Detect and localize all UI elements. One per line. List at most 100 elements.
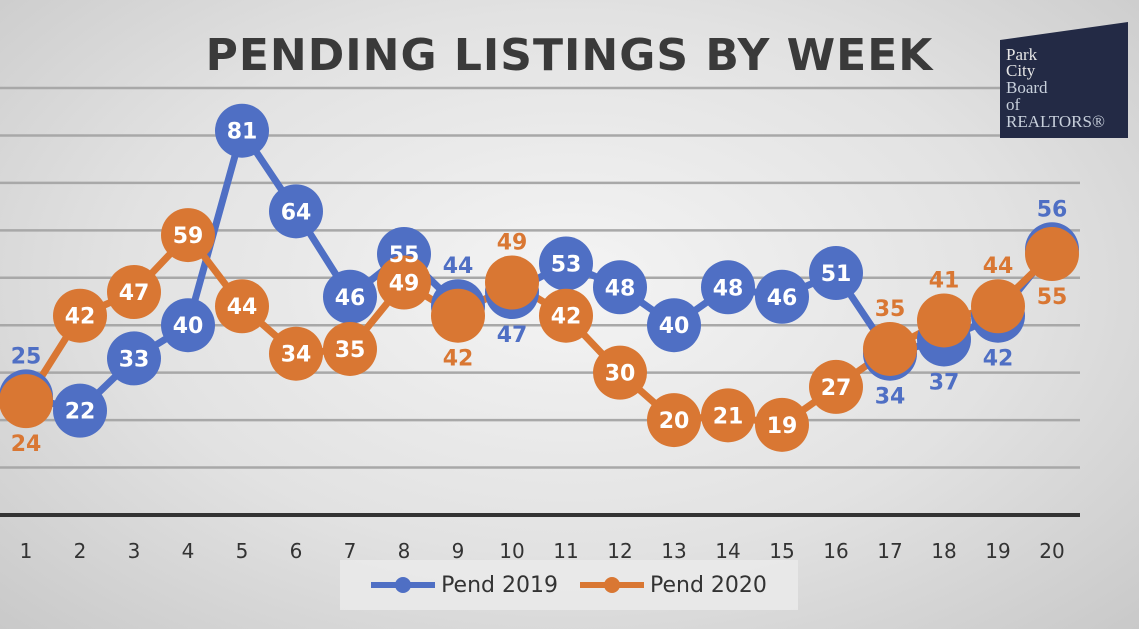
chart-title: PENDING LISTINGS BY WEEK [205, 30, 934, 81]
svg-text:REALTORS®: REALTORS® [1006, 112, 1105, 131]
legend: Pend 2019 Pend 2020 [340, 560, 798, 610]
data-point [0, 374, 53, 429]
x-tick-label: 13 [661, 539, 686, 563]
data-label: 22 [65, 400, 96, 425]
x-tick-label: 16 [823, 539, 848, 563]
data-point [755, 397, 809, 452]
legend-marker-2019 [371, 577, 436, 593]
x-tick-label: 20 [1039, 539, 1064, 563]
x-tick-label: 9 [452, 539, 465, 563]
data-label: 44 [443, 254, 474, 279]
data-point [323, 321, 377, 376]
data-label: 27 [821, 376, 852, 401]
x-tick-label: 2 [74, 539, 87, 563]
data-label: 56 [1037, 197, 1068, 222]
data-label: 21 [713, 404, 744, 429]
svg-text:Board: Board [1006, 78, 1048, 97]
data-label: 40 [173, 314, 204, 339]
x-tick-label: 4 [182, 539, 195, 563]
x-tick-label: 18 [931, 539, 956, 563]
data-point [485, 255, 539, 310]
data-label: 51 [821, 262, 852, 287]
data-label: 37 [929, 370, 960, 395]
data-point [161, 298, 215, 353]
x-tick-label: 12 [607, 539, 632, 563]
legend-label-2019: Pend 2019 [441, 572, 558, 598]
x-tick-label: 6 [290, 539, 303, 563]
data-label: 49 [389, 272, 420, 297]
data-point [323, 269, 377, 324]
data-point [971, 279, 1025, 334]
svg-text:City: City [1006, 61, 1036, 80]
data-point [377, 255, 431, 310]
data-label: 49 [497, 231, 528, 256]
data-point [593, 260, 647, 315]
data-point [107, 265, 161, 320]
x-tick-label: 10 [499, 539, 524, 563]
data-point [647, 298, 701, 353]
data-label: 33 [119, 347, 150, 372]
data-label: 47 [119, 281, 150, 306]
data-point [701, 388, 755, 443]
legend-marker-2020 [580, 577, 644, 593]
data-label: 59 [173, 224, 204, 249]
data-label: 42 [551, 305, 582, 330]
data-point [1025, 227, 1079, 282]
data-label: 46 [767, 286, 798, 311]
data-point [647, 393, 701, 448]
data-label: 64 [281, 200, 312, 225]
data-label: 35 [335, 338, 366, 363]
data-point [215, 103, 269, 158]
data-point [539, 236, 593, 291]
data-label: 20 [659, 409, 690, 434]
data-label: 46 [335, 286, 366, 311]
data-label: 19 [767, 414, 798, 439]
data-point [809, 359, 863, 414]
park-city-board-of-realtors-logo: Park City Board of REALTORS® [1000, 22, 1128, 138]
legend-item-2020: Pend 2020 [580, 573, 767, 598]
data-point [863, 321, 917, 376]
x-tick-label: 15 [769, 539, 794, 563]
x-tick-label: 8 [398, 539, 411, 563]
data-point [701, 260, 755, 315]
data-point [593, 345, 647, 400]
data-label: 42 [983, 347, 1014, 372]
data-label: 55 [389, 243, 420, 268]
data-label: 34 [281, 343, 312, 368]
data-label: 35 [875, 297, 906, 322]
data-point [269, 326, 323, 381]
x-tick-label: 1 [20, 539, 33, 563]
data-label: 48 [605, 276, 636, 301]
x-tick-label: 19 [985, 539, 1010, 563]
x-tick-label: 11 [553, 539, 578, 563]
data-label: 81 [227, 120, 258, 145]
svg-text:of: of [1006, 95, 1021, 114]
data-point [269, 184, 323, 239]
data-label: 42 [65, 305, 96, 330]
x-tick-label: 14 [715, 539, 740, 563]
data-point [917, 293, 971, 348]
svg-text:Park: Park [1006, 45, 1038, 64]
legend-item-2019: Pend 2019 [371, 573, 558, 598]
data-label: 42 [443, 347, 474, 372]
legend-label-2020: Pend 2020 [650, 572, 767, 598]
x-tick-label: 17 [877, 539, 902, 563]
data-point [431, 288, 485, 343]
x-tick-label: 5 [236, 539, 249, 563]
data-label: 48 [713, 276, 744, 301]
data-label: 24 [11, 432, 42, 457]
data-point [53, 383, 107, 438]
data-label: 53 [551, 253, 582, 278]
data-label: 44 [227, 295, 258, 320]
data-label: 55 [1037, 285, 1068, 310]
x-tick-label: 7 [344, 539, 357, 563]
x-tick-label: 3 [128, 539, 141, 563]
data-point [161, 208, 215, 263]
data-point [755, 269, 809, 324]
data-label: 25 [11, 344, 42, 369]
data-point [53, 288, 107, 343]
data-label: 41 [929, 268, 960, 293]
data-point [809, 246, 863, 301]
data-label: 47 [497, 323, 528, 348]
